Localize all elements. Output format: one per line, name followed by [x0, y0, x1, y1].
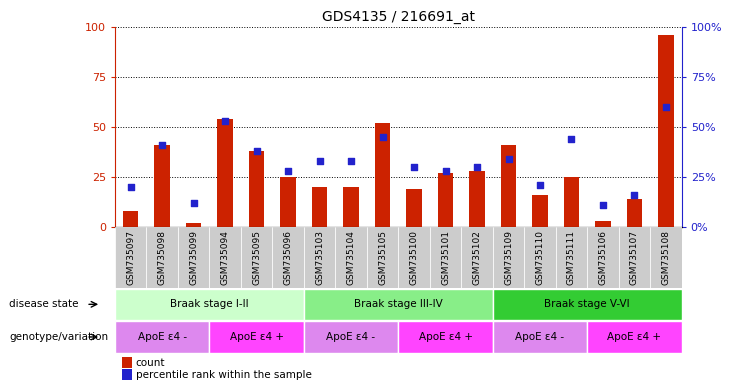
Point — [534, 182, 546, 188]
FancyBboxPatch shape — [493, 227, 524, 288]
FancyBboxPatch shape — [115, 227, 146, 288]
FancyBboxPatch shape — [493, 321, 588, 353]
Point — [219, 118, 231, 124]
Bar — [343, 187, 359, 227]
Bar — [375, 123, 391, 227]
Text: genotype/variation: genotype/variation — [9, 332, 108, 342]
Text: GSM735096: GSM735096 — [284, 230, 293, 285]
Bar — [123, 210, 139, 227]
Text: ApoE ε4 +: ApoE ε4 + — [230, 332, 284, 342]
FancyBboxPatch shape — [619, 227, 651, 288]
FancyBboxPatch shape — [273, 227, 304, 288]
Text: percentile rank within the sample: percentile rank within the sample — [136, 370, 311, 380]
FancyBboxPatch shape — [115, 321, 209, 353]
Text: ApoE ε4 +: ApoE ε4 + — [608, 332, 662, 342]
FancyBboxPatch shape — [241, 227, 273, 288]
FancyBboxPatch shape — [556, 227, 588, 288]
Title: GDS4135 / 216691_at: GDS4135 / 216691_at — [322, 10, 475, 25]
Text: Braak stage V-VI: Braak stage V-VI — [545, 299, 630, 310]
Bar — [658, 35, 674, 227]
Bar — [501, 145, 516, 227]
FancyBboxPatch shape — [524, 227, 556, 288]
Text: GSM735104: GSM735104 — [347, 230, 356, 285]
FancyBboxPatch shape — [209, 321, 304, 353]
Text: ApoE ε4 -: ApoE ε4 - — [138, 332, 187, 342]
Text: GSM735097: GSM735097 — [126, 230, 135, 285]
FancyBboxPatch shape — [493, 289, 682, 320]
Bar — [154, 145, 170, 227]
FancyBboxPatch shape — [304, 289, 493, 320]
Point — [502, 156, 514, 162]
Bar — [122, 357, 132, 368]
FancyBboxPatch shape — [178, 227, 209, 288]
Text: GSM735110: GSM735110 — [536, 230, 545, 285]
Bar — [469, 170, 485, 227]
Bar — [122, 369, 132, 380]
Text: Braak stage I-II: Braak stage I-II — [170, 299, 249, 310]
Point — [628, 192, 640, 198]
Text: GSM735098: GSM735098 — [158, 230, 167, 285]
Point — [345, 157, 357, 164]
Bar — [217, 119, 233, 227]
Text: ApoE ε4 +: ApoE ε4 + — [419, 332, 473, 342]
Point — [597, 202, 609, 208]
Point — [250, 147, 262, 154]
Text: GSM735108: GSM735108 — [662, 230, 671, 285]
Point — [156, 142, 168, 148]
Bar — [186, 223, 202, 227]
Text: ApoE ε4 -: ApoE ε4 - — [327, 332, 376, 342]
FancyBboxPatch shape — [304, 227, 335, 288]
Point — [439, 167, 451, 174]
FancyBboxPatch shape — [367, 227, 399, 288]
FancyBboxPatch shape — [399, 227, 430, 288]
Bar — [532, 195, 548, 227]
FancyBboxPatch shape — [304, 321, 399, 353]
FancyBboxPatch shape — [115, 289, 304, 320]
FancyBboxPatch shape — [399, 321, 493, 353]
Point — [282, 167, 294, 174]
Text: count: count — [136, 358, 165, 368]
Bar — [627, 199, 642, 227]
Point — [187, 200, 199, 206]
Bar — [595, 220, 611, 227]
FancyBboxPatch shape — [651, 227, 682, 288]
Bar — [564, 177, 579, 227]
Text: Braak stage III-IV: Braak stage III-IV — [354, 299, 442, 310]
Text: GSM735101: GSM735101 — [441, 230, 450, 285]
Point — [408, 164, 420, 170]
Text: GSM735109: GSM735109 — [504, 230, 513, 285]
FancyBboxPatch shape — [588, 227, 619, 288]
Text: GSM735095: GSM735095 — [252, 230, 261, 285]
FancyBboxPatch shape — [588, 321, 682, 353]
Text: GSM735111: GSM735111 — [567, 230, 576, 285]
Text: GSM735099: GSM735099 — [189, 230, 198, 285]
Bar — [249, 151, 265, 227]
Text: GSM735106: GSM735106 — [599, 230, 608, 285]
FancyBboxPatch shape — [335, 227, 367, 288]
Text: GSM735100: GSM735100 — [410, 230, 419, 285]
FancyBboxPatch shape — [209, 227, 241, 288]
Point — [376, 134, 388, 140]
Text: GSM735102: GSM735102 — [473, 230, 482, 285]
Bar — [406, 189, 422, 227]
Text: disease state: disease state — [9, 299, 79, 310]
Text: ApoE ε4 -: ApoE ε4 - — [516, 332, 565, 342]
Text: GSM735107: GSM735107 — [630, 230, 639, 285]
FancyBboxPatch shape — [461, 227, 493, 288]
Text: GSM735105: GSM735105 — [378, 230, 387, 285]
Bar — [280, 177, 296, 227]
Bar — [312, 187, 328, 227]
Point — [313, 157, 325, 164]
Point — [565, 136, 577, 142]
Text: GSM735094: GSM735094 — [221, 230, 230, 285]
Bar — [438, 173, 453, 227]
Point — [660, 104, 672, 110]
Text: GSM735103: GSM735103 — [315, 230, 324, 285]
FancyBboxPatch shape — [430, 227, 461, 288]
FancyBboxPatch shape — [146, 227, 178, 288]
Point — [124, 184, 136, 190]
Point — [471, 164, 483, 170]
